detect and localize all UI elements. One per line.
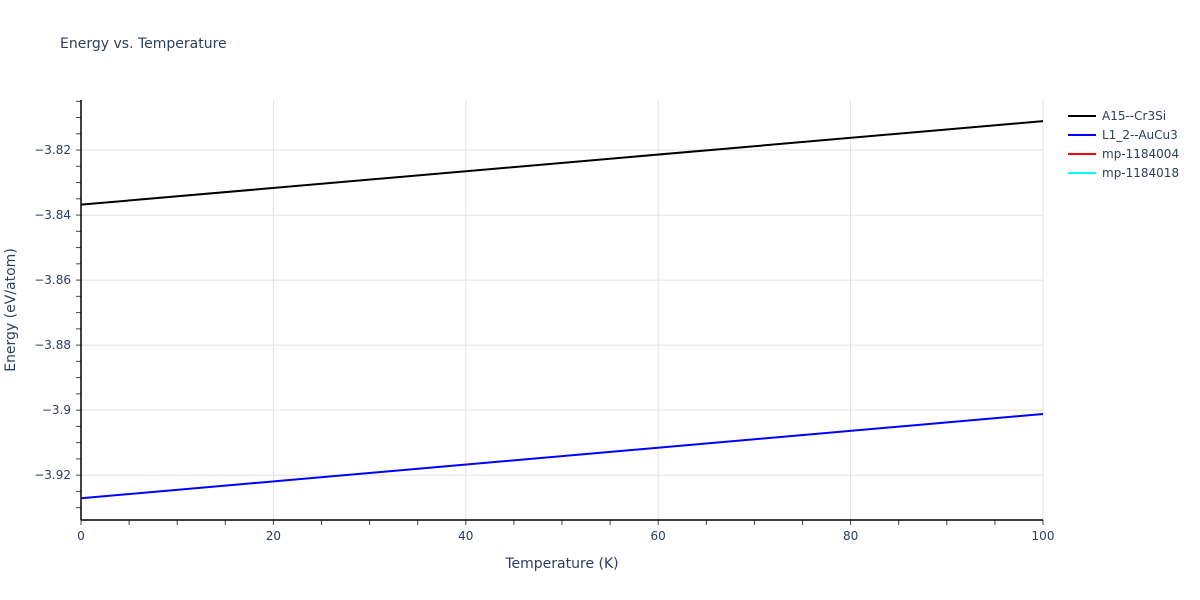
y-axis-title: Energy (eV/atom) (3, 248, 19, 372)
legend-item-l12[interactable]: L1_2--AuCu3 (1068, 125, 1179, 144)
y-tick-label: −3.82 (34, 143, 71, 157)
y-tick-label: −3.88 (34, 338, 71, 352)
series-line[interactable] (80, 413, 1044, 500)
legend-label: A15--Cr3Si (1102, 108, 1167, 123)
legend-label: mp-1184004 (1102, 146, 1180, 161)
y-tick-label: −3.86 (34, 273, 71, 287)
legend-label: L1_2--AuCu3 (1102, 127, 1178, 142)
x-tick-label: 40 (458, 529, 473, 543)
legend-swatch-icon (1068, 114, 1096, 117)
legend-swatch-icon (1068, 171, 1096, 174)
x-axis-title: Temperature (K) (504, 556, 618, 572)
y-tick-label: −3.84 (34, 208, 71, 222)
chart-title: Energy vs. Temperature (60, 36, 227, 52)
legend-item-a15[interactable]: A15--Cr3Si (1068, 106, 1179, 125)
x-tick-label: 0 (77, 529, 85, 543)
legend-swatch-icon (1068, 152, 1096, 155)
y-tick-label: −3.9 (42, 403, 71, 417)
x-tick-label: 60 (651, 529, 666, 543)
legend-label: mp-1184018 (1102, 165, 1180, 180)
x-tick-label: 80 (843, 529, 858, 543)
y-tick-label: −3.92 (34, 468, 71, 482)
legend: A15--Cr3Si L1_2--AuCu3 mp-1184004 mp-118… (1068, 106, 1179, 182)
x-tick-label: 100 (1032, 529, 1055, 543)
series-line[interactable] (80, 120, 1044, 206)
legend-item-mp-1184018[interactable]: mp-1184018 (1068, 163, 1179, 182)
x-tick-label: 20 (266, 529, 281, 543)
legend-swatch-icon (1068, 133, 1096, 136)
legend-item-mp-1184004[interactable]: mp-1184004 (1068, 144, 1179, 163)
